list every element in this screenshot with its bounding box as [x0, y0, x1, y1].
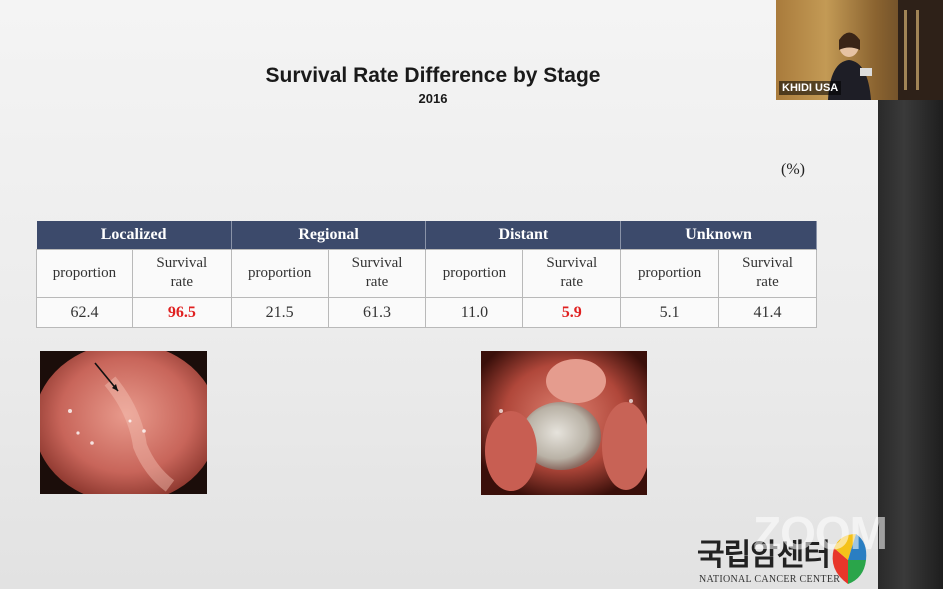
header-distant: Distant: [425, 221, 622, 249]
distant-proportion: 11.0: [425, 296, 524, 328]
regional-proportion: 21.5: [230, 296, 329, 328]
endoscopy-image-distant: [481, 351, 647, 495]
unknown-proportion: 5.1: [620, 296, 720, 328]
right-background-strip: [878, 100, 943, 589]
distant-survival: 5.9: [522, 296, 622, 328]
ncc-english-name: NATIONAL CANCER CENTER: [699, 574, 841, 585]
regional-survival: 61.3: [327, 296, 427, 328]
header-unknown: Unknown: [620, 221, 817, 249]
zoom-watermark: ZOOM: [753, 507, 888, 559]
subheader-proportion: proportion: [230, 248, 329, 298]
subheader-survival: Survival rate: [718, 248, 817, 298]
header-localized: Localized: [36, 221, 232, 249]
header-regional: Regional: [231, 221, 427, 249]
slide-subtitle: 2016: [418, 91, 448, 106]
subheader-row: proportion Survival rate proportion Survi…: [36, 248, 817, 298]
subheader-proportion: proportion: [620, 248, 720, 298]
survival-table: Localized Regional Distant Unknown propo…: [36, 221, 817, 328]
stage-header-row: Localized Regional Distant Unknown: [36, 221, 817, 249]
subheader-survival: Survival rate: [522, 248, 622, 298]
subheader-survival: Survival rate: [131, 248, 232, 298]
slide-title: Survival Rate Difference by Stage: [265, 64, 601, 87]
endoscopy-image-localized: [40, 351, 207, 494]
presentation-slide: Survival Rate Difference by Stage 2016 (…: [0, 0, 878, 589]
subheader-proportion: proportion: [36, 248, 133, 298]
webcam-participant-label: KHIDI USA: [779, 81, 842, 95]
localized-survival: 96.5: [131, 296, 232, 328]
values-row: 62.4 96.5 21.5 61.3 11.0 5.9 5.1 41.4: [36, 296, 817, 328]
unknown-survival: 41.4: [718, 296, 817, 328]
ncc-logo-icon: [832, 534, 867, 584]
subheader-survival: Survival rate: [327, 248, 427, 298]
localized-proportion: 62.4: [36, 296, 133, 328]
subheader-proportion: proportion: [425, 248, 524, 298]
unit-label: (%): [781, 161, 805, 178]
webcam-thumbnail[interactable]: KHIDI USA: [776, 0, 943, 100]
ncc-korean-name: 국립암센터: [697, 538, 831, 573]
